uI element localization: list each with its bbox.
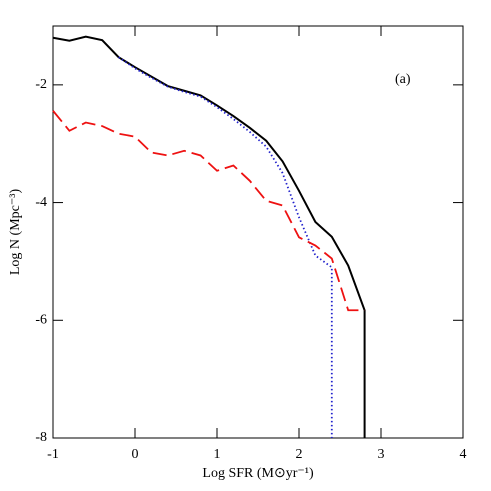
x-axis-label: Log SFR (M⊙yr⁻¹): [202, 466, 314, 481]
x-tick-label: -1: [47, 447, 59, 462]
series-line: [118, 56, 333, 438]
plot-frame: [52, 25, 464, 439]
y-tick-label: -2: [35, 77, 47, 92]
series-line: [52, 35, 366, 438]
y-axis-label: Log N (Mpc⁻³): [8, 189, 23, 276]
x-tick-label: 3: [378, 447, 385, 462]
x-tick-label: 4: [460, 447, 467, 462]
y-tick-label: -8: [35, 430, 47, 445]
series-line: [52, 110, 365, 312]
y-tick-label: -4: [35, 195, 47, 210]
annotation: (a): [395, 72, 411, 87]
x-tick-label: 1: [214, 447, 221, 462]
x-tick-label: 0: [132, 447, 139, 462]
y-tick-label: -6: [35, 313, 47, 328]
x-tick-label: 2: [296, 447, 303, 462]
